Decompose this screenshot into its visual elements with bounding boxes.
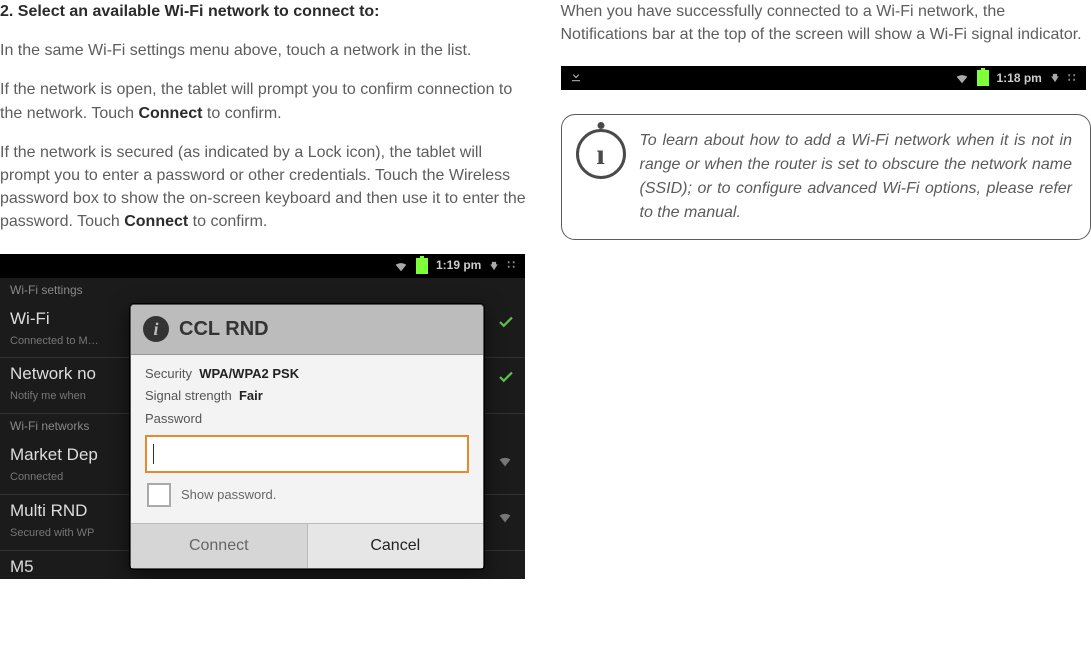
check-icon — [497, 368, 515, 386]
battery-icon — [977, 70, 989, 86]
info-icon: i — [143, 316, 169, 342]
text-cursor — [153, 444, 154, 464]
charge-icon — [489, 259, 499, 273]
wifi-icon — [394, 259, 408, 273]
para-2c: to confirm. — [202, 105, 281, 122]
status-time: 1:19 pm — [436, 257, 481, 274]
show-password-label: Show password. — [181, 486, 276, 505]
security-line: Security WPA/WPA2 PSK — [145, 365, 469, 384]
para-3: If the network is secured (as indicated … — [0, 141, 531, 234]
signal-value: Fair — [239, 388, 263, 403]
status-dots: ∷ — [1068, 70, 1078, 87]
password-input[interactable] — [145, 435, 469, 473]
dialog-body: Security WPA/WPA2 PSK Signal strength Fa… — [131, 355, 483, 524]
show-password-checkbox[interactable] — [147, 483, 171, 507]
para-2: If the network is open, the tablet will … — [0, 78, 531, 124]
dialog-title: CCL RND — [179, 315, 269, 344]
security-label: Security — [145, 366, 192, 381]
connect-word-1: Connect — [138, 105, 202, 122]
para-1: In the same Wi-Fi settings menu above, t… — [0, 39, 531, 62]
wifi-signal-icon — [495, 453, 515, 469]
wifi-connect-dialog: i CCL RND Security WPA/WPA2 PSK Signal s… — [130, 304, 484, 570]
page: 2. Select an available Wi-Fi network to … — [0, 0, 1091, 664]
info-callout: ı To learn about how to add a Wi-Fi netw… — [561, 114, 1091, 240]
show-password-row[interactable]: Show password. — [147, 483, 469, 507]
para-3c: to confirm. — [188, 213, 267, 230]
wifi-signal-icon — [495, 509, 515, 525]
dialog-title-bar: i CCL RND — [131, 305, 483, 355]
security-value: WPA/WPA2 PSK — [199, 366, 299, 381]
right-para-1: When you have successfully connected to … — [561, 0, 1091, 46]
step-heading: 2. Select an available Wi-Fi network to … — [0, 0, 531, 23]
notification-bar-screenshot: 1:18 pm ∷ — [561, 66, 1086, 90]
status-bar: 1:19 pm ∷ — [0, 254, 525, 278]
check-icon — [497, 313, 515, 331]
battery-icon — [416, 258, 428, 274]
wifi-settings-screenshot: 1:19 pm ∷ Wi-Fi settings Wi-Fi Connected… — [0, 254, 525, 579]
status-dots: ∷ — [507, 257, 517, 274]
password-label: Password — [145, 410, 469, 429]
right-column: When you have successfully connected to … — [561, 0, 1091, 664]
signal-label: Signal strength — [145, 388, 232, 403]
info-callout-icon: ı — [576, 129, 626, 179]
charge-icon — [1050, 71, 1060, 85]
dialog-actions: Connect Cancel — [131, 523, 483, 568]
status-time-2: 1:18 pm — [997, 70, 1042, 87]
connect-word-2: Connect — [124, 213, 188, 230]
wifi-icon — [955, 71, 969, 85]
download-icon — [569, 68, 583, 88]
section-header-1: Wi-Fi settings — [0, 278, 525, 303]
connect-button[interactable]: Connect — [131, 524, 307, 568]
signal-line: Signal strength Fair — [145, 387, 469, 406]
left-column: 2. Select an available Wi-Fi network to … — [0, 0, 531, 664]
cancel-button[interactable]: Cancel — [307, 524, 484, 568]
info-callout-text: To learn about how to add a Wi-Fi networ… — [640, 129, 1073, 225]
